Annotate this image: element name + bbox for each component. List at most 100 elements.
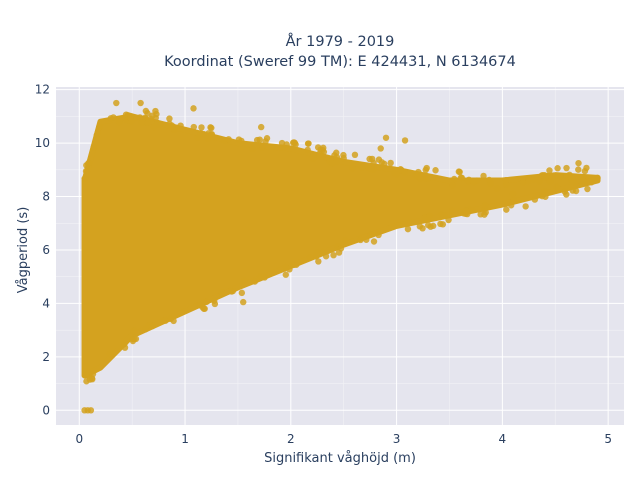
scatter-point [357, 236, 364, 244]
scatter-point [203, 298, 210, 306]
scatter-point [575, 166, 582, 173]
scatter-point [282, 271, 289, 278]
scatter-point [261, 274, 268, 281]
scatter-point [557, 173, 564, 180]
scatter-point [539, 171, 546, 179]
scatter-point [304, 146, 311, 154]
scatter-point [87, 407, 95, 414]
scatter-point [90, 143, 97, 151]
scatter-point [393, 170, 400, 178]
scatter-point [481, 211, 488, 218]
scatter-point [257, 123, 265, 131]
scatter-point [449, 182, 456, 189]
scatter-point [439, 221, 447, 228]
scatter-point [425, 221, 432, 229]
scatter-point [375, 231, 382, 239]
scatter-point [240, 298, 247, 306]
scatter-point [88, 375, 96, 382]
scatter-point [208, 124, 215, 132]
scatter-point [144, 119, 151, 126]
scatter-point [425, 175, 432, 182]
scatter-point [401, 137, 409, 144]
scatter-point [96, 123, 103, 131]
scatter-point [507, 202, 515, 209]
scatter-point [468, 206, 476, 214]
scatter-point [168, 122, 176, 129]
scatter-point [465, 177, 472, 185]
scatter-point [377, 145, 384, 152]
scatter-point [94, 128, 102, 136]
scatter-point [382, 134, 390, 141]
scatter-point [569, 175, 576, 182]
scatter-point [487, 180, 494, 188]
scatter-point [448, 207, 456, 215]
scatter-point [81, 175, 88, 182]
scatter-point [404, 225, 412, 233]
scatter-point [306, 254, 314, 261]
y-axis-title: Vågperiod (s) [16, 207, 31, 294]
scatter-point [283, 141, 290, 148]
scatter-point [503, 206, 510, 213]
scatter-point [381, 160, 388, 168]
scatter-point [131, 327, 139, 335]
scatter-point [162, 317, 169, 324]
scatter-point [554, 165, 561, 172]
y-tick-label: 10 [35, 136, 50, 150]
x-tick-label: 5 [604, 432, 612, 446]
scatter-point [509, 190, 517, 198]
scatter-point [136, 114, 144, 121]
x-tick-label: 2 [287, 432, 295, 446]
scatter-point [333, 153, 341, 161]
scatter-point [329, 160, 336, 167]
scatter-point [137, 99, 144, 107]
scatter-point [493, 185, 501, 192]
scatter-point [546, 178, 554, 186]
scatter-point [225, 136, 232, 143]
scatter-point [238, 137, 245, 145]
scatter-point [293, 261, 300, 268]
scatter-point [152, 107, 159, 115]
scatter-point [349, 164, 356, 172]
scatter-point [538, 192, 546, 200]
scatter-point [228, 288, 235, 295]
scatter-point [368, 155, 376, 163]
scatter-point [503, 181, 510, 188]
scatter-point [576, 176, 583, 184]
y-tick-label: 12 [35, 83, 50, 97]
scatter-point [166, 115, 173, 122]
scatter-point [322, 253, 330, 260]
scatter-point [426, 212, 433, 220]
scatter-point [208, 131, 215, 138]
scatter-point [156, 121, 164, 129]
scatter-point [238, 289, 246, 297]
scatter-point [414, 173, 421, 180]
point-cloud [81, 107, 601, 385]
scatter-point [83, 371, 90, 379]
y-tick-label: 2 [42, 350, 50, 364]
scatter-point [532, 175, 539, 182]
scatter-point [481, 202, 489, 209]
scatter-point [170, 317, 177, 325]
scatter-point [445, 216, 452, 224]
scatter-point [286, 266, 293, 273]
x-tick-label: 1 [181, 432, 189, 446]
x-tick-label: 4 [499, 432, 507, 446]
scatter-point [106, 350, 114, 358]
scatter-point [337, 245, 345, 252]
scatter-point [563, 164, 570, 172]
scatter-point [429, 222, 437, 230]
scatter-point [149, 322, 156, 330]
scatter-point [304, 140, 312, 147]
scatter-point [572, 187, 580, 195]
scatter-point [249, 145, 256, 153]
scatter-point [451, 175, 458, 183]
y-tick-label: 8 [42, 190, 50, 204]
scatter-point [480, 172, 487, 180]
scatter-point [525, 175, 533, 183]
scatter-point [370, 238, 378, 245]
chart-title-line2: Koordinat (Sweref 99 TM): E 424431, N 61… [164, 54, 516, 70]
scatter-point [82, 167, 90, 175]
scatter-point [522, 203, 529, 210]
scatter-point [85, 159, 92, 167]
